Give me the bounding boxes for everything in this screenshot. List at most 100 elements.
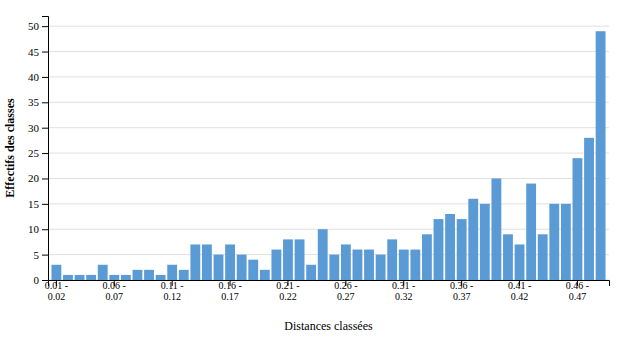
x-tick-label-line: 0.36 - [450, 280, 473, 291]
x-tick-label-line: 0.07 [106, 291, 124, 302]
y-tick-mark [42, 255, 48, 256]
y-tick: 50 [28, 20, 48, 32]
x-tick-label-line: 0.31 - [392, 280, 415, 291]
bar [179, 270, 189, 280]
chart: 0 5 10 15 20 25 30 35 40 45 50 0.01 -0.02 0.06 -0.07… [0, 0, 623, 338]
plot: 0 5 10 15 20 25 30 35 40 45 50 0.01 -0.02 0.06 -0.07… [28, 17, 610, 303]
bar [399, 250, 409, 280]
bar [491, 178, 501, 280]
y-tick-label: 25 [28, 147, 40, 159]
x-tick-label-line: 0.46 - [566, 280, 589, 291]
bar [225, 244, 235, 280]
bar [86, 275, 96, 280]
bar [306, 265, 316, 280]
bar [295, 239, 305, 280]
y-tick-label: 50 [28, 20, 40, 32]
y-tick: 40 [28, 71, 48, 83]
x-tick-label-line: 0.21 - [276, 280, 299, 291]
grid-line [48, 26, 609, 27]
y-tick: 5 [34, 249, 49, 261]
y-tick-label: 35 [28, 96, 40, 108]
bar [237, 255, 247, 280]
y-axis: 0 5 10 15 20 25 30 35 40 45 50 [28, 17, 49, 287]
x-tick-label-line: 0.16 - [218, 280, 241, 291]
bar [596, 31, 606, 280]
y-tick-label: 20 [28, 172, 40, 184]
y-tick: 15 [28, 198, 48, 210]
y-tick-mark [42, 178, 48, 179]
x-tick: 0.41 -0.42 [508, 280, 531, 302]
bar [376, 255, 386, 280]
y-tick-label: 40 [28, 71, 40, 83]
bar [434, 219, 444, 280]
grid-line [48, 254, 609, 255]
x-tick-label-line: 0.42 [511, 291, 528, 302]
x-tick: 0.11 -0.12 [161, 280, 184, 302]
grid-line [48, 76, 609, 77]
grid-line [48, 153, 609, 154]
bar [561, 204, 571, 280]
x-tick: 0.36 -0.37 [450, 280, 473, 302]
bar [144, 270, 154, 280]
x-tick-label: 0.01 -0.02 [45, 280, 68, 302]
bar [457, 219, 467, 280]
x-tick: 0.01 -0.02 [45, 280, 68, 302]
y-tick: 45 [28, 46, 48, 58]
y-tick-mark [42, 204, 48, 205]
bar [98, 265, 108, 280]
x-tick-label-line: 0.02 [48, 291, 66, 302]
bar [283, 239, 293, 280]
x-tick-label: 0.16 -0.17 [218, 280, 241, 302]
bar [318, 229, 328, 280]
x-tick: 0.26 -0.27 [334, 280, 357, 302]
x-tick-label-line: 0.01 - [45, 280, 68, 291]
bar [329, 255, 339, 280]
y-tick-mark [42, 52, 48, 53]
y-tick-mark [42, 26, 48, 27]
bar [410, 250, 420, 280]
bar [503, 234, 513, 280]
x-tick: 0.21 -0.22 [276, 280, 299, 302]
grid-line [48, 203, 609, 204]
bar [445, 214, 455, 280]
x-tick-label: 0.36 -0.37 [450, 280, 473, 302]
bar [353, 250, 363, 280]
grid [48, 26, 609, 280]
x-tick: 0.06 -0.07 [103, 280, 126, 302]
bar [364, 250, 374, 280]
y-tick-label: 10 [28, 223, 40, 235]
bar [584, 138, 594, 280]
bar [549, 204, 559, 280]
x-tick: 0.16 -0.17 [218, 280, 241, 302]
bar [75, 275, 85, 280]
y-tick-label: 30 [28, 122, 40, 134]
bar [214, 255, 224, 280]
y-tick-label: 45 [28, 46, 40, 58]
x-tick-label-line: 0.32 [395, 291, 413, 302]
x-tick-label: 0.06 -0.07 [103, 280, 126, 302]
y-tick-mark [42, 128, 48, 129]
x-tick-label-line: 0.37 [453, 291, 471, 302]
bar [468, 199, 478, 280]
bar [190, 244, 200, 280]
y-axis-line [42, 17, 49, 281]
x-tick-label-line: 0.12 [163, 291, 181, 302]
y-tick-label: 5 [34, 249, 40, 261]
y-tick-label: 15 [28, 198, 40, 210]
bar [271, 250, 281, 280]
bars [51, 31, 605, 280]
bar [480, 204, 490, 280]
x-axis: 0.01 -0.02 0.06 -0.07 0.11 -0.12 0.16 -0.17… [45, 280, 610, 302]
y-tick-label: 0 [34, 274, 40, 286]
y-tick: 35 [28, 96, 48, 108]
x-tick-label-line: 0.11 - [161, 280, 184, 291]
x-tick-label-line: 0.06 - [103, 280, 126, 291]
bar [526, 184, 536, 280]
x-tick: 0.46 -0.47 [566, 280, 589, 302]
y-tick-mark [42, 77, 48, 78]
x-tick-label-line: 0.26 - [334, 280, 357, 291]
bar [341, 244, 351, 280]
x-tick-label: 0.21 -0.22 [276, 280, 299, 302]
bar [387, 239, 397, 280]
bar [260, 270, 270, 280]
